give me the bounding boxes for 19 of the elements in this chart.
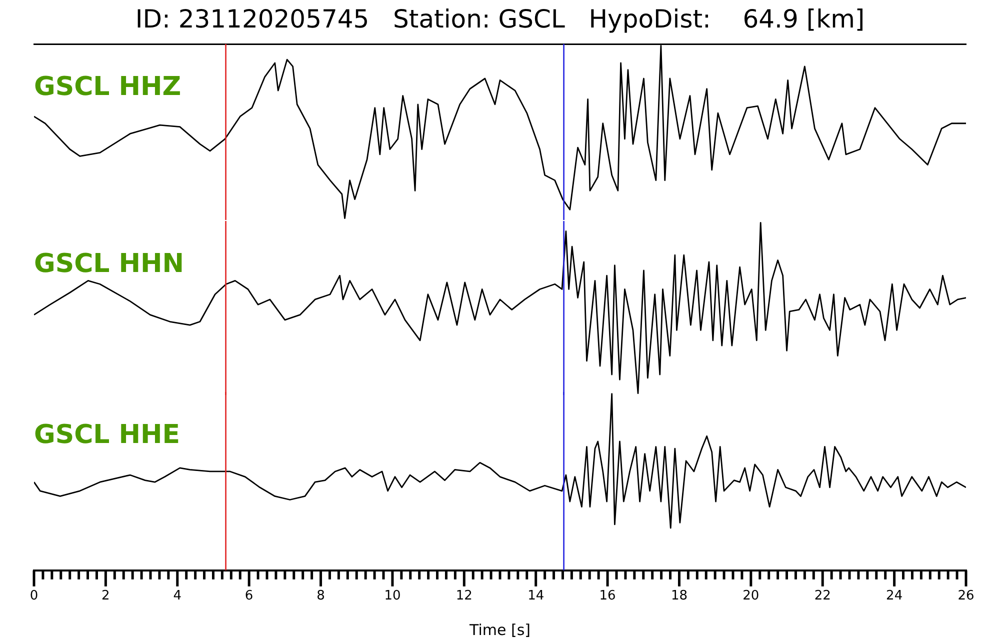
x-tick-label: 22 xyxy=(814,588,831,604)
x-tick-label: 4 xyxy=(173,588,182,604)
x-tick-label: 12 xyxy=(456,588,472,604)
chart-title: ID: 231120205745 Station: GSCL HypoDist: 64.9 [km] xyxy=(135,4,865,34)
x-tick-label: 10 xyxy=(384,588,401,604)
x-tick-label: 14 xyxy=(528,588,544,604)
x-tick-label: 6 xyxy=(244,588,254,604)
series-label: GSCL HHZ xyxy=(34,72,182,102)
x-tick-label: 8 xyxy=(316,588,325,604)
x-tick-label: 18 xyxy=(670,588,688,604)
x-tick-label: 16 xyxy=(599,588,616,604)
x-axis-title: Time [s] xyxy=(468,620,530,639)
x-tick-label: 20 xyxy=(742,588,760,604)
x-tick-label: 24 xyxy=(886,588,903,604)
x-tick-label: 2 xyxy=(102,588,110,604)
x-tick-label: 26 xyxy=(958,588,974,604)
x-tick-label: 0 xyxy=(30,588,38,604)
series-label: GSCL HHN xyxy=(34,248,184,279)
series-label: GSCL HHE xyxy=(34,420,180,450)
